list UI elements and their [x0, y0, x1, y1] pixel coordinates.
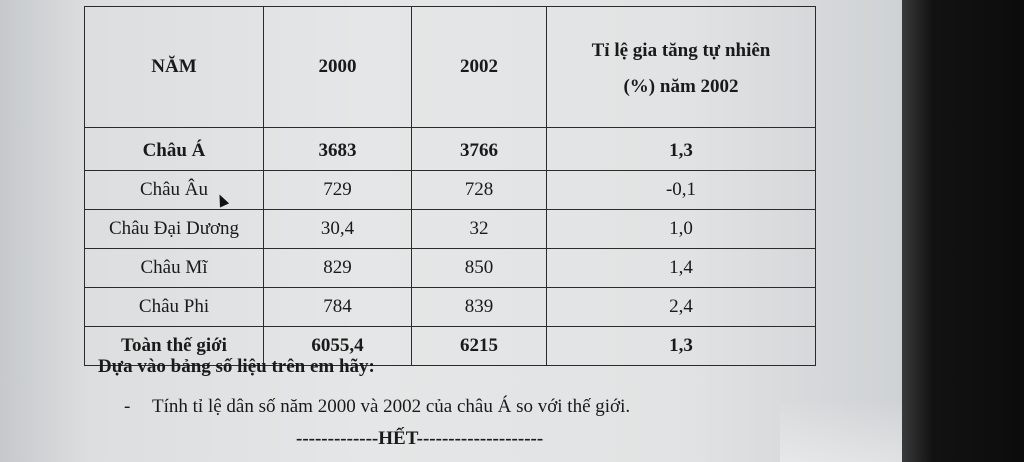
population-table: NĂM 2000 2002 Tỉ lệ gia tăng tự nhiên (%…	[84, 6, 816, 366]
value-2002-cell: 3766	[411, 127, 547, 171]
value-2000-cell: 729	[263, 170, 412, 210]
bullet-dash: -	[124, 396, 131, 417]
table-row: Châu Phi 784 839 2,4	[84, 287, 816, 327]
value-2002-cell: 6215	[411, 326, 547, 366]
monitor-bezel	[902, 0, 1024, 462]
table-row: Châu Á 3683 3766 1,3	[84, 127, 816, 171]
rate-cell: 1,3	[546, 326, 816, 366]
rate-cell: -0,1	[546, 170, 816, 210]
value-2002-cell: 32	[411, 209, 547, 249]
value-2000-cell: 30,4	[263, 209, 412, 249]
region-cell: Châu Phi	[84, 287, 264, 327]
table-row: Châu Đại Dương 30,4 32 1,0	[84, 209, 816, 249]
table-row: Châu Âu 729 728 -0,1	[84, 170, 816, 210]
region-cell: Châu Âu	[84, 170, 264, 210]
region-cell: Châu Mĩ	[84, 248, 264, 288]
value-2002-cell: 839	[411, 287, 547, 327]
document-screen: NĂM 2000 2002 Tỉ lệ gia tăng tự nhiên (%…	[0, 0, 902, 462]
region-cell: Châu Đại Dương	[84, 209, 264, 249]
table-header-row: NĂM 2000 2002 Tỉ lệ gia tăng tự nhiên (%…	[84, 6, 816, 128]
header-growth-rate-line1: Tỉ lệ gia tăng tự nhiên	[591, 40, 771, 61]
header-growth-rate-line2: (%) năm 2002	[623, 76, 739, 97]
value-2002-cell: 850	[411, 248, 547, 288]
rate-cell: 1,4	[546, 248, 816, 288]
table-row: Toàn thế giới 6055,4 6215 1,3	[84, 326, 816, 366]
header-2002: 2002	[411, 6, 547, 128]
table-row: Châu Mĩ 829 850 1,4	[84, 248, 816, 288]
screen-glare	[780, 400, 902, 462]
value-2000-cell: 829	[263, 248, 412, 288]
rate-cell: 1,0	[546, 209, 816, 249]
value-2000-cell: 6055,4	[263, 326, 412, 366]
value-2000-cell: 3683	[263, 127, 412, 171]
header-2000: 2000	[263, 6, 412, 128]
region-cell: Châu Á	[84, 127, 264, 171]
region-cell: Toàn thế giới	[84, 326, 264, 366]
header-growth-rate: Tỉ lệ gia tăng tự nhiên (%) năm 2002	[546, 6, 816, 128]
value-2000-cell: 784	[263, 287, 412, 327]
task-text: Tính tỉ lệ dân số năm 2000 và 2002 của c…	[152, 396, 631, 417]
end-marker: -------------HẾT--------------------	[296, 428, 544, 449]
header-year: NĂM	[84, 6, 264, 128]
value-2002-cell: 728	[411, 170, 547, 210]
instruction-text: Dựa vào bảng số liệu trên em hãy:	[98, 356, 375, 377]
rate-cell: 1,3	[546, 127, 816, 171]
task-item: - Tính tỉ lệ dân số năm 2000 và 2002 của …	[124, 396, 630, 418]
rate-cell: 2,4	[546, 287, 816, 327]
